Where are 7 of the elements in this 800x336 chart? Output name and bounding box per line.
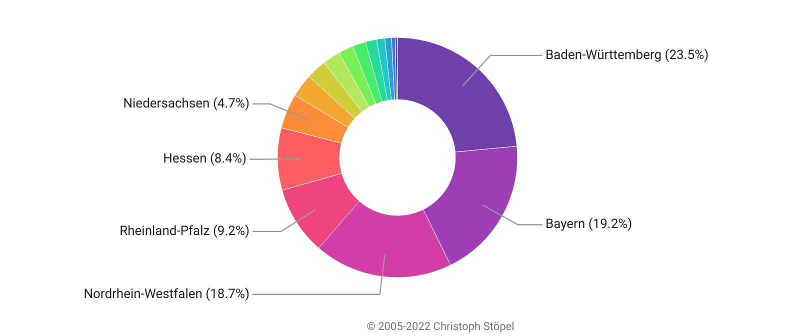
slice-label: Rheinland-Pfalz (9.2%): [120, 224, 250, 239]
slice-label: Hessen (8.4%): [163, 152, 247, 167]
text: © 2005-2022 Christoph Stöpel: [366, 320, 514, 333]
slice-label: Bayern (19.2%): [546, 217, 632, 232]
slice-label: Niedersachsen (4.7%): [123, 96, 250, 112]
slice-label: Baden-Württemberg (23.5%): [546, 48, 709, 63]
slice-label: Nordrhein-Westfalen (18.7%): [84, 286, 250, 302]
